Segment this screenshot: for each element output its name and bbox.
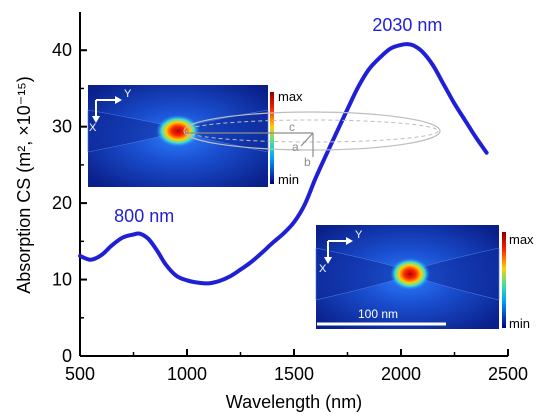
x-tick-label: 2500 (488, 364, 528, 384)
x-axis-title: Wavelength (nm) (226, 392, 362, 412)
x-tick-label: 500 (65, 364, 95, 384)
inset-top-colorbar (270, 92, 274, 184)
inset-bottom-colorbar-max: max (509, 232, 534, 247)
peak-label-800: 800 nm (114, 206, 174, 226)
ellipsoid-outline (183, 111, 441, 151)
y-tick-label: 10 (52, 270, 72, 290)
tick-labels: 500 1000 1500 2000 2500 0 10 20 30 40 (52, 40, 528, 384)
y-tick-label: 0 (62, 346, 72, 366)
inset-top-axis-y-arrowhead (115, 96, 122, 104)
x-tick-label: 1000 (167, 364, 207, 384)
x-tick-label: 1500 (274, 364, 314, 384)
inset-top-hotspot (156, 115, 200, 147)
dimension-b-label: b (304, 155, 311, 169)
ellipsoid-inner-outline (185, 119, 439, 143)
y-tick-label: 20 (52, 193, 72, 213)
series-line (78, 42, 489, 286)
inset-top-colorbar-min: min (278, 172, 299, 187)
y-axis-title: Absorption CS (m², ×10⁻¹⁵) (14, 76, 34, 294)
dimension-a-line (300, 132, 314, 147)
inset-bottom-colorbar-min: min (509, 316, 530, 331)
dimension-c-label: c (289, 120, 295, 134)
inset-bottom-axis-y-label: Y (355, 229, 363, 241)
inset-bottom-colorbar (502, 232, 506, 328)
inset-bottom-axis-x-arrowhead (324, 257, 332, 264)
peak-label-2030: 2030 nm (372, 15, 442, 35)
inset-top: Y X max min c a b (87, 85, 441, 187)
inset-bottom-axis-x-label: X (319, 263, 327, 275)
scale-bar-label: 100 nm (358, 307, 398, 321)
ticks (79, 49, 509, 357)
y-tick-label: 40 (52, 40, 72, 60)
inset-top-axis-x-label: X (89, 122, 97, 134)
inset-bottom-hotspot (390, 258, 430, 290)
inset-bottom: Y X 100 nm max min (315, 225, 534, 331)
inset-top-axis-x-arrowhead (92, 116, 100, 123)
inset-top-colorbar-max: max (278, 89, 303, 104)
x-tick-label: 2000 (381, 364, 421, 384)
y-tick-label: 30 (52, 117, 72, 137)
inset-top-axis-y-label: Y (124, 88, 132, 100)
dimension-a-label: a (292, 140, 299, 154)
inset-bottom-axis-y-arrowhead (346, 237, 353, 245)
